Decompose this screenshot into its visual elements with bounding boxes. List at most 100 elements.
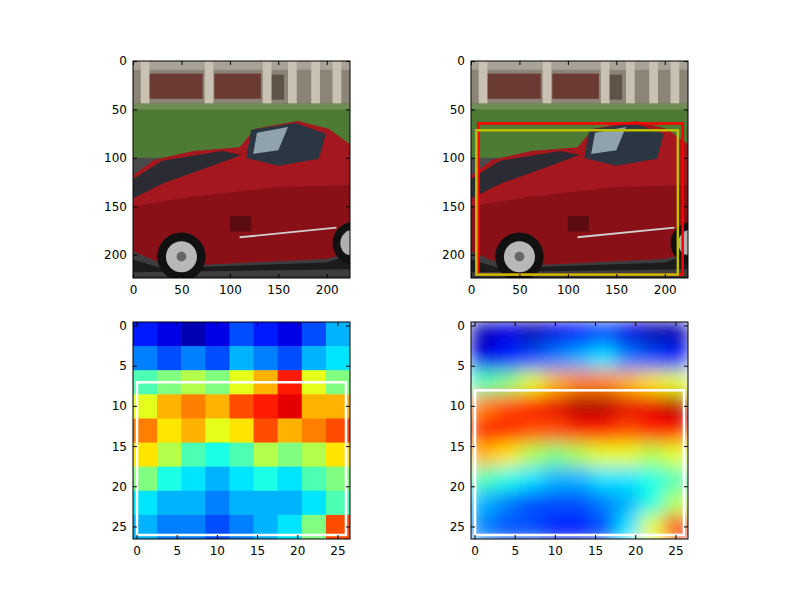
- x-tick-label: 5: [173, 544, 181, 558]
- heat-cell: [640, 322, 665, 347]
- heat-cell: [254, 491, 279, 516]
- heat-cell: [616, 394, 641, 419]
- y-tick-label: 0: [457, 319, 465, 333]
- x-tick: [327, 61, 328, 65]
- y-tick: [346, 326, 350, 327]
- y-tick: [133, 255, 137, 256]
- y-tick: [684, 255, 688, 256]
- heat-cell: [592, 491, 617, 516]
- rim: [340, 230, 350, 257]
- heat-cell: [278, 491, 303, 516]
- y-tick-label: 15: [112, 440, 127, 454]
- column: [626, 61, 635, 107]
- x-tick: [278, 274, 279, 278]
- y-tick: [346, 406, 350, 407]
- heat-cell: [229, 467, 254, 492]
- y-tick: [471, 366, 475, 367]
- heat-cell: [302, 467, 327, 492]
- heat-cell: [495, 322, 520, 347]
- y-tick: [684, 526, 688, 527]
- heat-cell: [205, 491, 230, 516]
- column: [205, 61, 214, 107]
- y-tick: [684, 326, 688, 327]
- column: [479, 61, 488, 107]
- y-tick: [346, 486, 350, 487]
- figure: 0501001502000501001502000501001502000501…: [0, 0, 800, 600]
- heat-cell: [592, 443, 617, 468]
- heat-cell: [157, 418, 182, 443]
- y-tick: [133, 526, 137, 527]
- y-tick: [346, 255, 350, 256]
- window: [214, 74, 261, 99]
- x-tick: [475, 535, 476, 539]
- y-tick: [471, 326, 475, 327]
- x-tick: [475, 322, 476, 326]
- hub: [177, 252, 187, 262]
- heat-cell: [616, 346, 641, 371]
- y-tick-label: 25: [450, 520, 465, 534]
- x-tick: [665, 61, 666, 65]
- heat-cell: [157, 467, 182, 492]
- y-tick: [133, 158, 137, 159]
- y-tick: [471, 486, 475, 487]
- x-tick-label: 5: [511, 544, 519, 558]
- y-tick: [471, 526, 475, 527]
- heat-cell: [205, 346, 230, 371]
- y-tick: [471, 446, 475, 447]
- window: [147, 74, 203, 99]
- x-tick: [616, 274, 617, 278]
- y-tick: [133, 326, 137, 327]
- x-tick: [133, 274, 134, 278]
- x-tick: [230, 61, 231, 65]
- rim: [504, 241, 535, 272]
- y-tick: [346, 446, 350, 447]
- heat-cell: [278, 467, 303, 492]
- y-tick: [133, 61, 137, 62]
- x-tick: [555, 322, 556, 326]
- heat-cell: [543, 322, 568, 347]
- heat-cell: [543, 418, 568, 443]
- heat-cell: [278, 322, 303, 347]
- x-tick: [278, 61, 279, 65]
- x-tick: [568, 274, 569, 278]
- heat-cell: [181, 418, 206, 443]
- x-tick: [471, 274, 472, 278]
- heat-cell: [157, 491, 182, 516]
- y-tick: [133, 446, 137, 447]
- heat-cell: [302, 443, 327, 468]
- y-tick: [346, 366, 350, 367]
- heat-cell: [640, 467, 665, 492]
- heat-cell: [592, 346, 617, 371]
- heat-cell: [640, 346, 665, 371]
- x-tick: [595, 322, 596, 326]
- y-tick: [684, 206, 688, 207]
- heat-cell: [567, 491, 592, 516]
- heat-cell: [229, 346, 254, 371]
- x-tick: [217, 535, 218, 539]
- x-tick-label: 10: [548, 544, 563, 558]
- x-tick-label: 150: [605, 283, 628, 297]
- x-tick: [568, 61, 569, 65]
- x-tick: [675, 322, 676, 326]
- y-tick-label: 0: [457, 54, 465, 68]
- y-tick: [684, 109, 688, 110]
- x-tick: [635, 322, 636, 326]
- heat-cell: [229, 322, 254, 347]
- heat-cell: [326, 346, 350, 371]
- heat-cell: [640, 418, 665, 443]
- wheel: [157, 232, 205, 278]
- y-tick: [684, 486, 688, 487]
- heat-cell: [567, 443, 592, 468]
- heat-cell: [229, 443, 254, 468]
- x-tick: [177, 535, 178, 539]
- axes: 050100150200050100150200: [104, 54, 375, 297]
- y-tick: [684, 61, 688, 62]
- plot-area: [471, 322, 688, 539]
- x-tick: [515, 535, 516, 539]
- heatmap: [133, 322, 350, 539]
- y-tick: [471, 206, 475, 207]
- wheel: [495, 232, 543, 278]
- x-tick: [327, 274, 328, 278]
- heat-cell: [567, 346, 592, 371]
- y-tick-label: 50: [450, 103, 465, 117]
